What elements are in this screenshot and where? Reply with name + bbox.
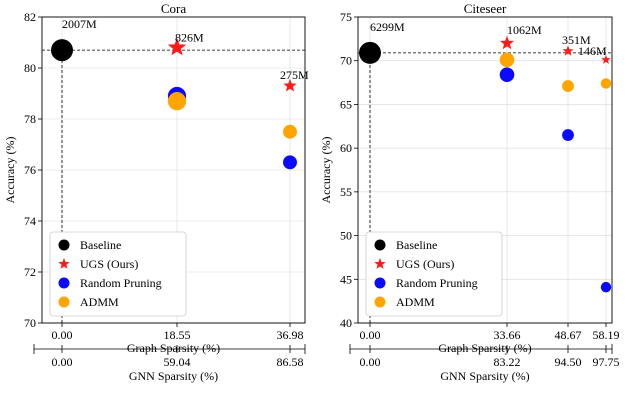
ugs-star-point: [562, 45, 574, 56]
random-pruning-point: [283, 155, 297, 170]
point-size-label: 275M: [280, 68, 309, 82]
y-tick-label: 74: [24, 214, 36, 228]
point-size-label: 6299M: [370, 20, 405, 34]
secondary-x-tick-label: 97.75: [593, 355, 620, 369]
y-tick-label: 60: [340, 141, 352, 155]
legend-label: UGS (Ours): [396, 257, 454, 271]
y-tick-label: 80: [24, 61, 36, 75]
x-tick-label: 0.00: [52, 328, 73, 342]
admm-point: [167, 92, 187, 111]
chart-title: Citeseer: [464, 1, 507, 16]
baseline-point: [359, 41, 381, 64]
y-tick-label: 40: [340, 316, 352, 330]
point-size-label: 351M: [562, 33, 591, 47]
ugs-star-point: [283, 78, 297, 92]
y-tick-label: 76: [24, 163, 36, 177]
admm-point: [499, 52, 515, 68]
secondary-x-tick-label: 86.58: [277, 355, 304, 369]
chart-1: 40 45 50 55 60 65 70 75 0.00 33.66 48.67 58.19 Cites…: [319, 1, 620, 383]
ugs-star-point: [167, 37, 187, 56]
legend-circle-icon: [374, 277, 386, 289]
legend-label: ADMM: [80, 295, 119, 309]
y-tick-label: 70: [340, 54, 352, 68]
legend-circle-icon: [58, 277, 70, 289]
x-axis-label: Graph Sparsity (%): [127, 341, 220, 355]
x-tick-label: 58.19: [593, 328, 620, 342]
legend-label: Random Pruning: [80, 276, 162, 290]
point-size-label: 2007M: [62, 17, 97, 31]
point-size-label: 826M: [175, 31, 204, 45]
y-tick-label: 78: [24, 112, 36, 126]
secondary-x-axis-label: GNN Sparsity (%): [440, 369, 529, 383]
ugs-star-point: [601, 54, 611, 64]
secondary-x-tick-label: 0.00: [360, 355, 381, 369]
x-tick-label: 33.66: [494, 328, 521, 342]
secondary-x-tick-label: 94.50: [555, 355, 582, 369]
chart-0: 70 72 74 76 78 80 82 0.00 18.55 36.98 Cora Graph Sp…: [3, 1, 309, 383]
secondary-x-axis-label: GNN Sparsity (%): [129, 369, 218, 383]
x-tick-label: 36.98: [277, 328, 304, 342]
random-pruning-point: [600, 281, 612, 293]
y-tick-label: 72: [24, 265, 36, 279]
admm-point: [600, 78, 612, 89]
legend-label: ADMM: [396, 295, 435, 309]
y-tick-label: 50: [340, 229, 352, 243]
legend-circle-icon: [58, 296, 70, 308]
x-tick-label: 18.55: [164, 328, 191, 342]
y-tick-label: 70: [24, 316, 36, 330]
secondary-x-tick-label: 59.04: [164, 355, 191, 369]
chart-title: Cora: [161, 1, 187, 16]
legend-label: Baseline: [396, 238, 437, 252]
legend-label: UGS (Ours): [80, 257, 138, 271]
x-tick-label: 48.67: [555, 328, 582, 342]
legend-star-icon: [374, 258, 386, 269]
legend-star-icon: [58, 258, 70, 269]
admm-point: [562, 80, 574, 92]
y-tick-label: 65: [340, 97, 352, 111]
y-tick-label: 55: [340, 185, 352, 199]
legend-circle-icon: [58, 239, 70, 251]
legend-label: Random Pruning: [396, 276, 478, 290]
plot-frame: [357, 16, 613, 324]
baseline-point: [51, 39, 73, 62]
legend-circle-icon: [374, 296, 386, 308]
random-pruning-point: [499, 67, 515, 82]
point-size-label: 146M: [578, 44, 607, 58]
point-size-label: 1062M: [507, 23, 542, 37]
x-tick-label: 0.00: [360, 328, 381, 342]
y-tick-label: 82: [24, 10, 36, 24]
legend: [49, 231, 187, 317]
random-pruning-point: [562, 129, 574, 141]
legend-label: Baseline: [80, 238, 121, 252]
y-tick-label: 75: [340, 10, 352, 24]
secondary-x-tick-label: 0.00: [52, 355, 73, 369]
ugs-star-point: [499, 35, 515, 50]
x-axis-label: Graph Sparsity (%): [438, 341, 531, 355]
admm-point: [283, 124, 297, 139]
y-tick-label: 45: [340, 272, 352, 286]
secondary-x-tick-label: 83.22: [494, 355, 521, 369]
y-axis-label: Accuracy (%): [3, 137, 17, 204]
y-axis-label: Accuracy (%): [319, 137, 333, 204]
legend-circle-icon: [374, 239, 386, 251]
legend: [365, 231, 503, 317]
